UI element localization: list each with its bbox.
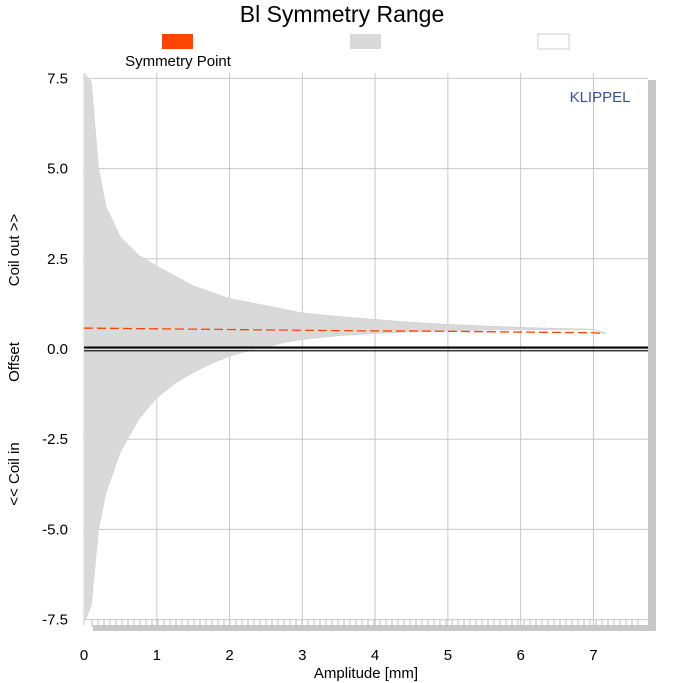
legend: Symmetry Point bbox=[125, 33, 570, 70]
klippel-watermark: KLIPPEL bbox=[570, 89, 631, 106]
legend-label-symmetry-point: Symmetry Point bbox=[125, 53, 232, 70]
x-tick-label: 3 bbox=[298, 647, 306, 664]
y-tick-label: -2.5 bbox=[42, 431, 68, 448]
x-tick-label: 6 bbox=[516, 647, 524, 664]
x-tick-label: 7 bbox=[589, 647, 597, 664]
grid bbox=[83, 73, 648, 625]
y-axis-label-coil-in: << Coil in bbox=[6, 442, 23, 505]
y-axis-label-coil-out: Coil out >> bbox=[6, 213, 23, 286]
chart-title: Bl Symmetry Range bbox=[240, 1, 445, 27]
y-axis-label-offset: Offset bbox=[6, 341, 23, 382]
y-axis-ticks: 7.5 5.0 2.5 0.0 -2.5 -5.0 -7.5 bbox=[42, 70, 68, 628]
x-tick-label: 2 bbox=[225, 647, 233, 664]
y-tick-label: -7.5 bbox=[42, 612, 68, 629]
y-tick-label: -5.0 bbox=[42, 521, 68, 538]
x-tick-label: 0 bbox=[80, 647, 88, 664]
x-tick-label: 5 bbox=[444, 647, 452, 664]
y-tick-label: 7.5 bbox=[47, 70, 68, 87]
x-tick-label: 1 bbox=[153, 647, 161, 664]
x-tick-label: 4 bbox=[371, 647, 379, 664]
bottom-rug bbox=[91, 620, 639, 627]
legend-swatch-range bbox=[350, 34, 381, 49]
legend-swatch-empty bbox=[537, 33, 570, 50]
y-tick-label: 2.5 bbox=[47, 251, 68, 268]
y-tick-label: 5.0 bbox=[47, 161, 68, 178]
y-tick-label: 0.0 bbox=[47, 341, 68, 358]
x-axis-label: Amplitude [mm] bbox=[314, 665, 418, 682]
legend-swatch-symmetry-point bbox=[162, 34, 193, 49]
x-axis-ticks: 0 1 2 3 4 5 6 7 bbox=[80, 647, 598, 664]
